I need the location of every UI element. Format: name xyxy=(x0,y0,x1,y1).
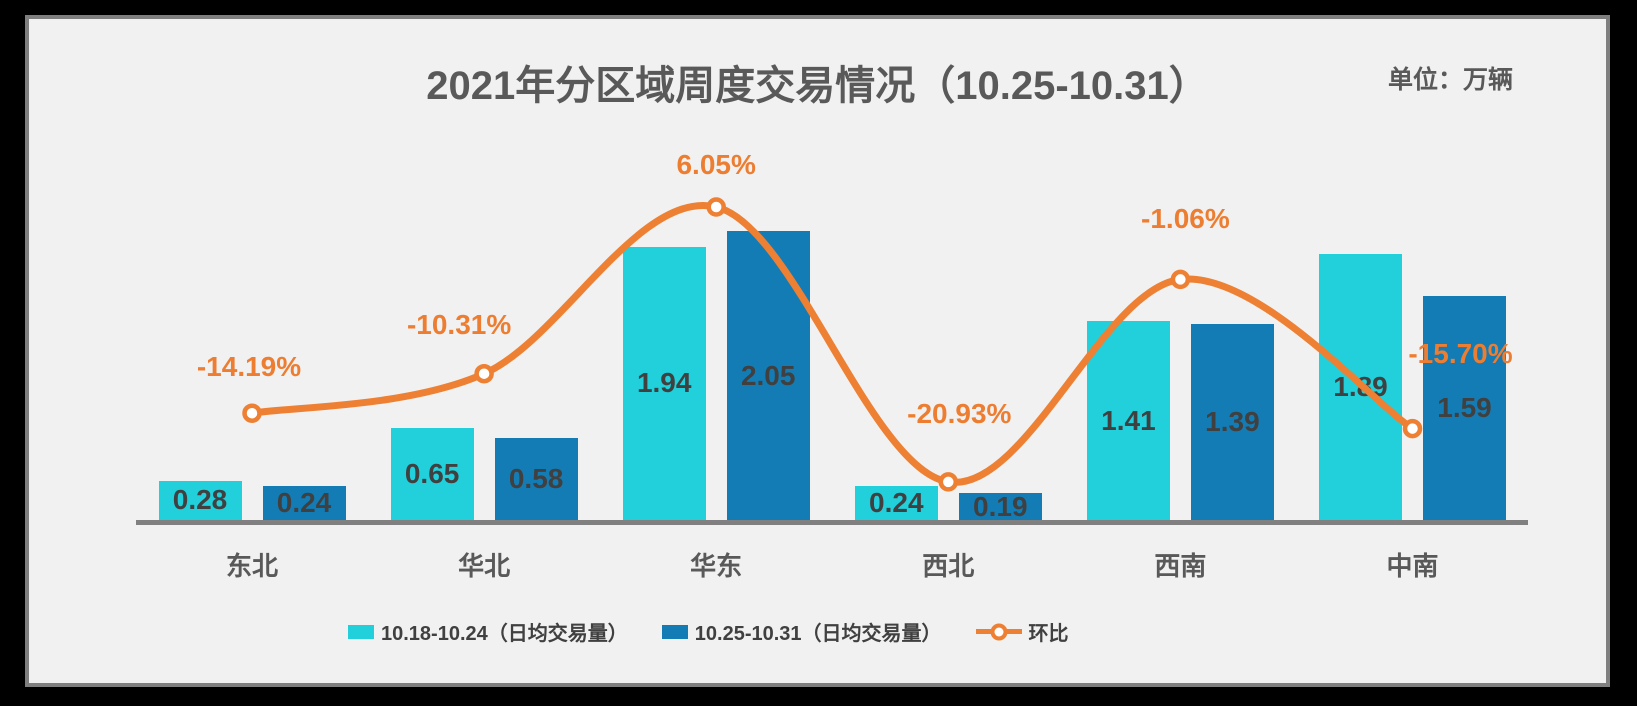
bar-curr-week-1: 0.58 xyxy=(494,438,578,520)
legend-item-0: 10.18-10.24（日均交易量） xyxy=(348,617,628,646)
bar-prev-week-5: 1.89 xyxy=(1319,253,1402,520)
bar-value-label: 0.65 xyxy=(404,458,460,490)
bar-value-label: 1.89 xyxy=(1333,370,1388,402)
bar-value-label: 0.24 xyxy=(869,487,924,519)
line-marker-5 xyxy=(1402,418,1423,439)
bar-value-label: 0.24 xyxy=(276,487,332,519)
bar-value-label: 0.28 xyxy=(172,484,228,516)
bar-value-label: 2.05 xyxy=(740,359,796,391)
bar-curr-week-3: 0.19 xyxy=(958,490,1042,522)
chart-slide: 2021年分区域周度交易情况（10.25-10.31） 单位：万辆 0.28 0.… xyxy=(25,15,1610,687)
line-marker-icon xyxy=(990,623,1008,640)
bar-prev-week-1: 0.65 xyxy=(390,428,474,521)
line-marker-0 xyxy=(242,403,262,423)
x-axis-label-1: 华北 xyxy=(458,551,511,581)
legend-label: 10.18-10.24（日均交易量） xyxy=(381,623,628,645)
bar-value-label: 1.41 xyxy=(1101,404,1156,436)
x-axis-label-0: 东北 xyxy=(225,551,278,581)
bar-prev-week-4: 1.41 xyxy=(1086,321,1170,520)
bar-curr-week-0: 0.24 xyxy=(262,486,346,520)
bar-value-label: 1.94 xyxy=(636,367,692,399)
bar-value-label: 0.19 xyxy=(973,490,1028,522)
x-axis-label-3: 西北 xyxy=(922,551,975,581)
legend-item-line: 环比 xyxy=(975,617,1069,646)
legend: 10.18-10.24（日均交易量） 10.25-10.31（日均交易量） 环比 xyxy=(348,617,1069,646)
plot-area: 0.28 0.24 东北 0.65 0.58 华北 1.94 2.05 华东 0.24 0.19 西北… xyxy=(29,19,1606,683)
line-marker-2 xyxy=(706,197,726,217)
x-axis-line xyxy=(136,520,1528,525)
bar-curr-week-4: 1.39 xyxy=(1190,324,1274,520)
pct-label-2: 6.05% xyxy=(676,149,756,180)
line-marker-4 xyxy=(1170,269,1191,290)
pct-label-3: -20.93% xyxy=(907,397,1012,429)
legend-label: 环比 xyxy=(1028,623,1069,645)
x-axis-label-5: 中南 xyxy=(1386,551,1439,581)
pct-label-5: -15.70% xyxy=(1408,337,1513,369)
chart-title: 2021年分区域周度交易情况（10.25-10.31） xyxy=(426,64,1209,108)
pct-label-0: -14.19% xyxy=(196,351,302,383)
bar-curr-week-2: 2.05 xyxy=(726,231,810,520)
bar-prev-week-2: 1.94 xyxy=(622,246,706,520)
pct-label-4: -1.06% xyxy=(1141,203,1230,235)
bar-prev-week-3: 0.24 xyxy=(854,486,938,520)
bar-value-label: 1.59 xyxy=(1437,391,1492,423)
legend-swatch-icon xyxy=(348,624,374,639)
line-marker-3 xyxy=(938,472,959,492)
bar-value-label: 0.58 xyxy=(508,463,564,495)
legend-item-1: 10.25-10.31（日均交易量） xyxy=(661,617,942,646)
legend-label: 10.25-10.31（日均交易量） xyxy=(694,623,942,645)
bar-value-label: 1.39 xyxy=(1205,406,1260,437)
bar-curr-week-5: 1.59 xyxy=(1423,295,1506,520)
unit-label: 单位：万辆 xyxy=(1387,66,1513,94)
x-axis-label-2: 华东 xyxy=(690,551,743,581)
line-marker-1 xyxy=(474,363,494,384)
legend-swatch-icon xyxy=(661,624,688,639)
line-legend-icon xyxy=(975,623,1022,640)
pct-label-1: -10.31% xyxy=(406,308,512,340)
bar-prev-week-0: 0.28 xyxy=(158,480,242,520)
x-axis-label-4: 西南 xyxy=(1154,551,1207,581)
